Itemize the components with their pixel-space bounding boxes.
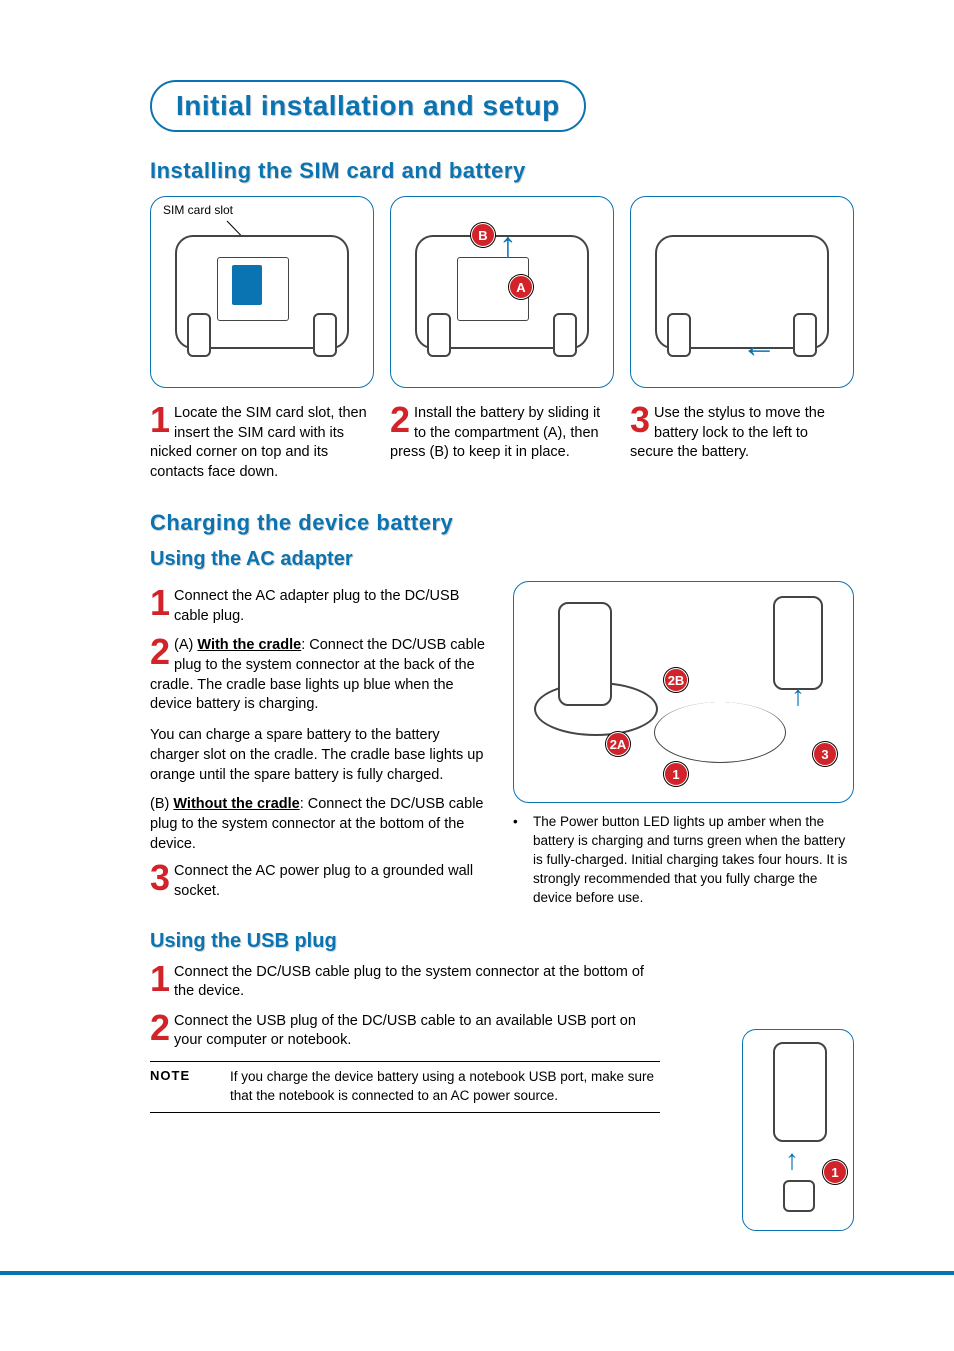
section2-subheading: Using the AC adapter [150,548,854,571]
step-body: Install the battery by sliding it to the… [390,405,600,460]
usb-steps: 1 Connect the DC/USB cable plug to the s… [150,963,660,1051]
arrow-left-icon: ← [741,327,777,363]
bullet-text: The Power button LED lights up amber whe… [533,813,854,907]
badge-1: 1 [823,1160,847,1184]
badge-2b: 2B [664,668,688,692]
step-body: Locate the SIM card slot, then insert th… [150,405,367,480]
charging-illustration-column: ↑ 2B 2A 1 3 • The Power button LED light… [513,581,854,911]
sim-battery-steps: 1 Locate the SIM card slot, then insert … [150,398,854,492]
step-1: 1 Locate the SIM card slot, then insert … [150,404,374,482]
charging-step-2b: (B) Without the cradle: Connect the DC/U… [150,794,491,855]
charging-step-2a: 2 (A) With the cradle: Connect the DC/US… [150,636,491,714]
panel-sim-card: SIM card slot [150,196,374,388]
sim-slot-label: SIM card slot [163,203,233,217]
step-3: 3 Use the stylus to move the battery loc… [630,404,854,482]
step-body: Connect the USB plug of the DC/USB cable… [174,1013,636,1049]
badge-1: 1 [664,762,688,786]
arrow-up-icon: ↑ [785,1146,799,1174]
step-body: Connect the DC/USB cable plug to the sys… [174,964,644,1000]
step-number: 1 [150,404,170,436]
charging-section: 1 Connect the AC adapter plug to the DC/… [150,581,854,911]
arrow-up-icon: ↑ [499,227,517,263]
panel-lock-battery: ← [630,196,854,388]
section2-heading: Charging the device battery [150,510,854,536]
arrow-up-icon: ↑ [791,682,805,710]
badge-2a: 2A [606,732,630,756]
step-body: Connect the AC adapter plug to the DC/US… [174,588,459,624]
step-number: 2 [150,1012,170,1044]
section1-heading: Installing the SIM card and battery [150,158,854,184]
note-label: NOTE [150,1068,230,1083]
note-text: If you charge the device battery using a… [230,1068,660,1106]
step2b-prefix: (B) [150,796,173,812]
section3-heading: Using the USB plug [150,930,854,953]
step2a-prefix: (A) [174,637,197,653]
step-number: 1 [150,587,170,619]
step-number: 2 [390,404,410,436]
with-cradle-label: With the cradle [197,637,301,653]
charging-step-1: 1 Connect the AC adapter plug to the DC/… [150,587,491,626]
step-2: 2 Install the battery by sliding it to t… [390,404,614,482]
badge-b: B [471,223,495,247]
charging-step-3: 3 Connect the AC power plug to a grounde… [150,862,491,901]
usb-plug-icon [783,1180,815,1212]
panel-install-battery: ↑ B A [390,196,614,388]
usb-step-1: 1 Connect the DC/USB cable plug to the s… [150,963,660,1002]
step-number: 2 [150,636,170,668]
badge-a: A [509,275,533,299]
panel-charging: ↑ 2B 2A 1 3 [513,581,854,803]
step-number: 3 [150,862,170,894]
step-number: 1 [150,963,170,995]
charging-text-column: 1 Connect the AC adapter plug to the DC/… [150,581,491,911]
page: Initial installation and setup Installin… [0,0,954,1351]
panel-usb: ↑ 1 [742,1029,854,1231]
bullet-icon: • [513,813,533,907]
step-number: 3 [630,404,650,436]
page-title: Initial installation and setup [150,80,586,132]
phone-standalone-icon [773,596,823,690]
note-block: NOTE If you charge the device battery us… [150,1061,660,1113]
step-body: Use the stylus to move the battery lock … [630,405,825,460]
usb-step-2: 2 Connect the USB plug of the DC/USB cab… [150,1012,660,1051]
footer-divider [0,1271,954,1275]
spare-battery-paragraph: You can charge a spare battery to the ba… [150,725,491,786]
sim-battery-panels: SIM card slot ↑ B A [150,196,854,388]
without-cradle-label: Without the cradle [173,796,299,812]
power-led-note: • The Power button LED lights up amber w… [513,813,854,907]
badge-3: 3 [813,742,837,766]
phone-icon [773,1042,827,1142]
device-illustration [175,235,349,349]
phone-in-cradle-icon [558,602,612,706]
step-body: Connect the AC power plug to a grounded … [174,863,473,899]
